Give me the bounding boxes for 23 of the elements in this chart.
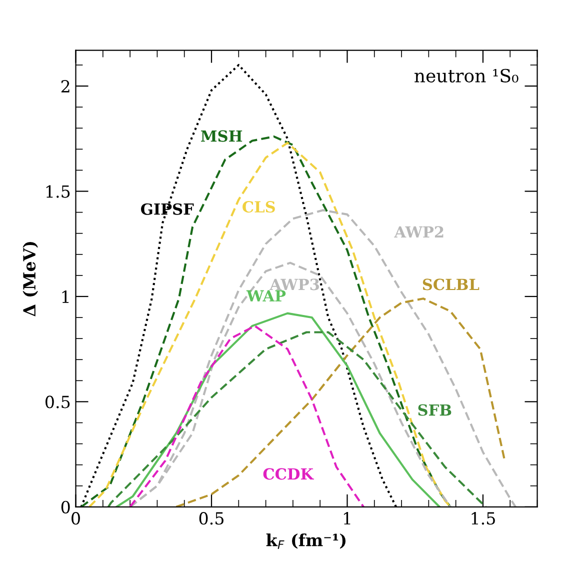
- x-tick-label: 1.5: [472, 512, 495, 525]
- y-tick-label: 1.5: [46, 185, 70, 198]
- y-tick-label: 2: [61, 80, 70, 92]
- series-label: SCLBL: [422, 278, 480, 290]
- line-series: [107, 331, 487, 507]
- x-axis-title: k$_{F}$ (fm⁻¹): [266, 533, 346, 549]
- series-label: WAP: [246, 290, 286, 302]
- x-tick-label: 1: [344, 512, 350, 524]
- series-label: GIPSF: [141, 203, 194, 215]
- series-label: CCDK: [263, 468, 314, 480]
- series-label: AWP2: [394, 226, 444, 238]
- series-label: MSH: [201, 130, 242, 142]
- x-tick-label: 0: [72, 512, 80, 525]
- series-label: CLS: [242, 201, 275, 213]
- series-label: SFB: [418, 404, 452, 416]
- y-tick-label: 0: [61, 500, 70, 514]
- y-axis-title: Δ (MeV): [22, 242, 38, 316]
- x-tick-label: 0.5: [199, 512, 224, 525]
- y-tick-label: 0.5: [46, 396, 70, 408]
- y-tick-label: 1: [62, 290, 69, 303]
- annotation: neutron ¹S₀: [414, 68, 518, 83]
- line-series: [129, 324, 365, 507]
- series-label: AWP3: [269, 278, 319, 290]
